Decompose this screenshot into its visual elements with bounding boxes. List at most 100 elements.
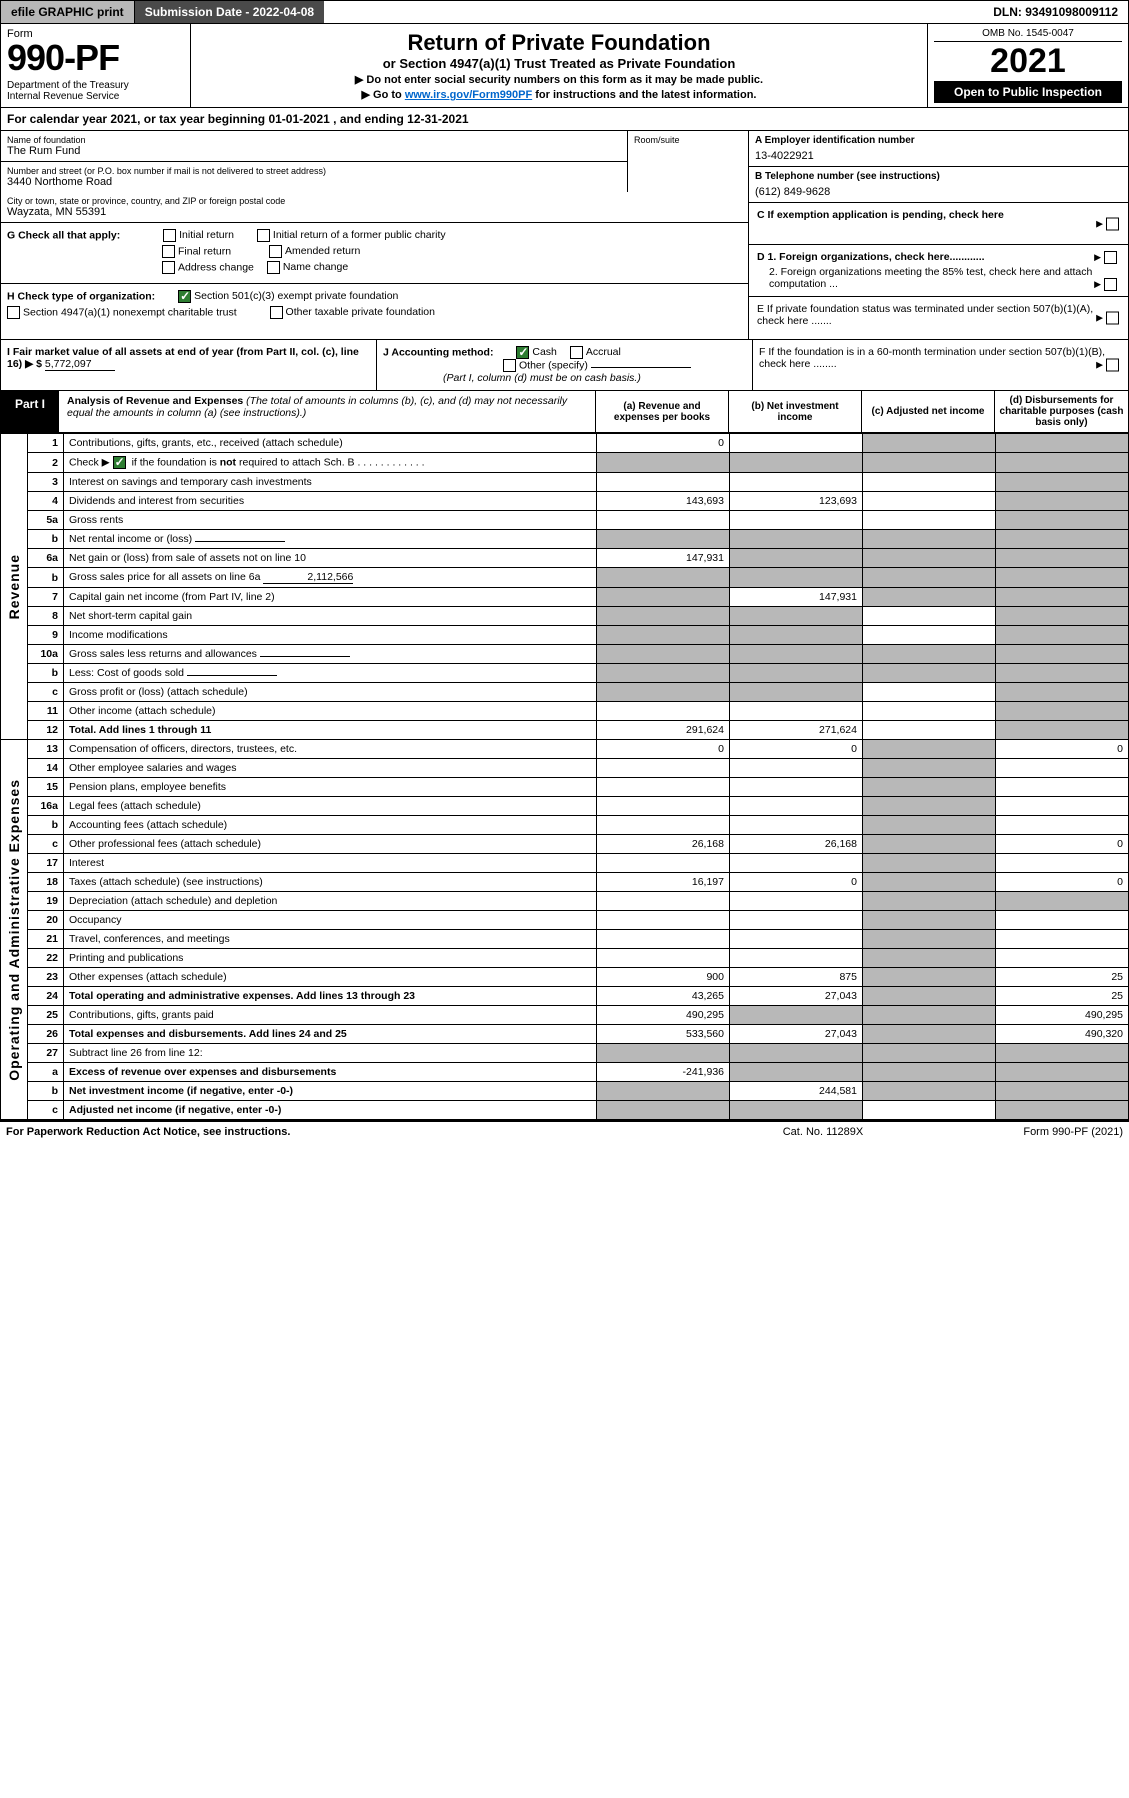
amount-cell xyxy=(996,453,1129,473)
form-ref: Form 990-PF (2021) xyxy=(923,1126,1123,1138)
amount-cell xyxy=(730,549,863,568)
amount-cell xyxy=(996,1044,1129,1063)
line-desc: Net investment income (if negative, ente… xyxy=(64,1082,597,1101)
submission-date: Submission Date - 2022-04-08 xyxy=(135,1,324,23)
city-cell: City or town, state or province, country… xyxy=(1,192,748,223)
amount-cell xyxy=(730,816,863,835)
chk-address-change[interactable] xyxy=(162,261,175,274)
line-number: c xyxy=(28,683,64,702)
efile-print-button[interactable]: efile GRAPHIC print xyxy=(1,1,135,23)
amount-cell xyxy=(597,626,730,645)
amount-cell: 27,043 xyxy=(730,1025,863,1044)
chk-final-return[interactable] xyxy=(162,245,175,258)
line-desc: Occupancy xyxy=(64,911,597,930)
chk-c[interactable] xyxy=(1106,217,1119,230)
form-number: 990-PF xyxy=(7,40,184,76)
line-number: 25 xyxy=(28,1006,64,1025)
line-desc: Contributions, gifts, grants, etc., rece… xyxy=(64,434,597,453)
table-row: 27Subtract line 26 from line 12: xyxy=(1,1044,1129,1063)
chk-cash[interactable] xyxy=(516,346,529,359)
amount-cell: 875 xyxy=(730,968,863,987)
line-number: 9 xyxy=(28,626,64,645)
amount-cell xyxy=(597,778,730,797)
chk-sch-b[interactable] xyxy=(113,456,126,469)
table-row: Operating and Administrative Expenses13C… xyxy=(1,740,1129,759)
chk-other-method[interactable] xyxy=(503,359,516,372)
line-number: 17 xyxy=(28,854,64,873)
chk-501c3[interactable] xyxy=(178,290,191,303)
amount-cell xyxy=(730,530,863,549)
amount-cell: 147,931 xyxy=(730,588,863,607)
section-h: H Check type of organization: Section 50… xyxy=(1,284,748,328)
chk-accrual[interactable] xyxy=(570,346,583,359)
table-row: 4Dividends and interest from securities1… xyxy=(1,492,1129,511)
amount-cell xyxy=(730,1063,863,1082)
tax-year: 2021 xyxy=(934,42,1122,81)
line-desc: Travel, conferences, and meetings xyxy=(64,930,597,949)
amount-cell xyxy=(597,664,730,683)
amount-cell xyxy=(996,492,1129,511)
amount-cell: 490,295 xyxy=(597,1006,730,1025)
line-number: 1 xyxy=(28,434,64,453)
chk-4947a1[interactable] xyxy=(7,306,20,319)
amount-cell xyxy=(863,854,996,873)
amount-cell: 271,624 xyxy=(730,721,863,740)
amount-cell: 25 xyxy=(996,968,1129,987)
amount-cell xyxy=(597,1101,730,1120)
line-number: b xyxy=(28,1082,64,1101)
amount-cell: 533,560 xyxy=(597,1025,730,1044)
irs-link[interactable]: www.irs.gov/Form990PF xyxy=(405,89,532,101)
section-g: G Check all that apply: Initial return I… xyxy=(1,223,748,284)
amount-cell xyxy=(863,530,996,549)
amount-cell xyxy=(996,930,1129,949)
chk-initial-return[interactable] xyxy=(163,229,176,242)
amount-cell xyxy=(730,607,863,626)
line-desc: Net gain or (loss) from sale of assets n… xyxy=(64,549,597,568)
amount-cell: 0 xyxy=(996,873,1129,892)
chk-initial-former[interactable] xyxy=(257,229,270,242)
line-desc: Excess of revenue over expenses and disb… xyxy=(64,1063,597,1082)
chk-f[interactable] xyxy=(1106,359,1119,372)
expenses-label: Operating and Administrative Expenses xyxy=(1,740,28,1120)
amount-cell xyxy=(996,721,1129,740)
table-row: 9Income modifications xyxy=(1,626,1129,645)
table-row: aExcess of revenue over expenses and dis… xyxy=(1,1063,1129,1082)
cat-no: Cat. No. 11289X xyxy=(723,1126,923,1138)
line-desc: Compensation of officers, directors, tru… xyxy=(64,740,597,759)
amount-cell xyxy=(863,892,996,911)
chk-other-taxable[interactable] xyxy=(270,306,283,319)
line-desc: Net short-term capital gain xyxy=(64,607,597,626)
amount-cell xyxy=(730,892,863,911)
amount-cell xyxy=(597,473,730,492)
amount-cell xyxy=(996,797,1129,816)
amount-cell xyxy=(730,1101,863,1120)
line-desc: Total. Add lines 1 through 11 xyxy=(64,721,597,740)
amount-cell xyxy=(597,854,730,873)
chk-amended-return[interactable] xyxy=(269,245,282,258)
form-subtitle: or Section 4947(a)(1) Trust Treated as P… xyxy=(199,56,919,71)
amount-cell: 16,197 xyxy=(597,873,730,892)
chk-e[interactable] xyxy=(1106,312,1119,325)
line-desc: Gross sales less returns and allowances xyxy=(64,645,597,664)
line-desc: Taxes (attach schedule) (see instruction… xyxy=(64,873,597,892)
table-row: 26Total expenses and disbursements. Add … xyxy=(1,1025,1129,1044)
line-number: 24 xyxy=(28,987,64,1006)
line-desc: Dividends and interest from securities xyxy=(64,492,597,511)
line-number: 23 xyxy=(28,968,64,987)
note-link: ▶ Go to www.irs.gov/Form990PF for instru… xyxy=(199,88,919,101)
chk-name-change[interactable] xyxy=(267,261,280,274)
line-number: 18 xyxy=(28,873,64,892)
table-row: 3Interest on savings and temporary cash … xyxy=(1,473,1129,492)
info-grid: Name of foundation The Rum Fund Number a… xyxy=(0,131,1129,340)
amount-cell: 244,581 xyxy=(730,1082,863,1101)
amount-cell xyxy=(730,759,863,778)
telephone-cell: B Telephone number (see instructions) (6… xyxy=(749,167,1128,203)
section-c: C If exemption application is pending, c… xyxy=(749,203,1128,245)
amount-cell xyxy=(730,664,863,683)
chk-d2[interactable] xyxy=(1104,278,1117,291)
line-desc: Capital gain net income (from Part IV, l… xyxy=(64,588,597,607)
amount-cell xyxy=(863,568,996,588)
table-row: 22Printing and publications xyxy=(1,949,1129,968)
chk-d1[interactable] xyxy=(1104,251,1117,264)
open-inspection: Open to Public Inspection xyxy=(934,81,1122,103)
